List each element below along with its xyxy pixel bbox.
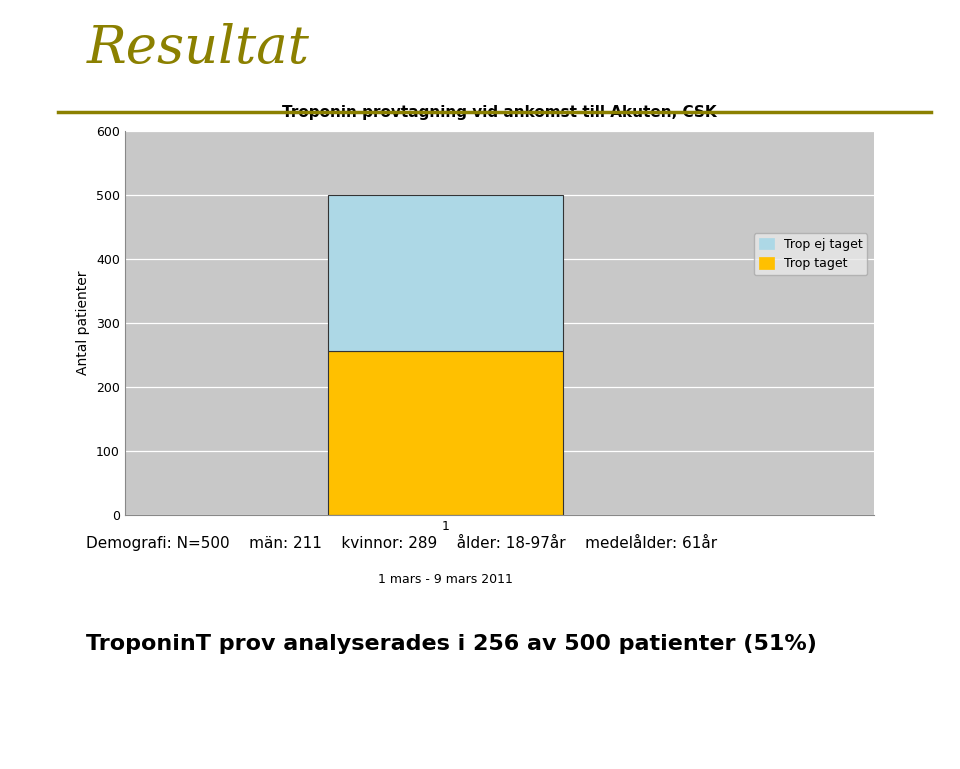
- Bar: [328, 351, 564, 515]
- Legend: Trop ej taget, Trop taget: Trop ej taget, Trop taget: [754, 233, 867, 275]
- Text: 1 mars - 9 mars 2011: 1 mars - 9 mars 2011: [378, 573, 514, 586]
- Y-axis label: Antal patienter: Antal patienter: [77, 271, 90, 375]
- Text: Demografi: N=500    män: 211    kvinnor: 289    ålder: 18-97år    medelålder: 61: Demografi: N=500 män: 211 kvinnor: 289 å…: [86, 534, 717, 551]
- Text: TroponinT prov analyserades i 256 av 500 patienter (51%): TroponinT prov analyserades i 256 av 500…: [86, 634, 817, 654]
- Text: Resultat: Resultat: [86, 23, 309, 74]
- Bar: [328, 195, 564, 351]
- Title: Troponin provtagning vid ankomst till Akuten, CSK: Troponin provtagning vid ankomst till Ak…: [282, 105, 716, 120]
